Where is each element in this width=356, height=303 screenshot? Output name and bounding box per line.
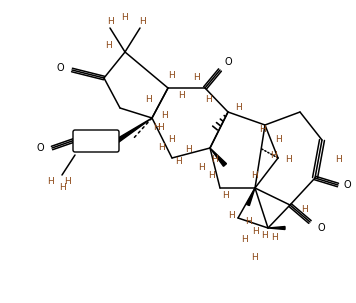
Polygon shape bbox=[210, 148, 226, 166]
Text: H: H bbox=[168, 71, 175, 79]
Text: H: H bbox=[185, 145, 192, 155]
Text: O: O bbox=[344, 180, 352, 190]
Text: H: H bbox=[178, 91, 185, 99]
Text: H: H bbox=[64, 178, 71, 187]
Text: H: H bbox=[285, 155, 292, 165]
Text: H: H bbox=[275, 135, 282, 145]
Text: H: H bbox=[122, 14, 129, 22]
Text: H: H bbox=[252, 228, 259, 237]
Text: O: O bbox=[56, 63, 64, 73]
Text: H: H bbox=[107, 18, 113, 26]
Text: H: H bbox=[105, 41, 112, 49]
Text: H: H bbox=[211, 155, 218, 165]
Text: H: H bbox=[208, 171, 215, 179]
Text: H: H bbox=[157, 124, 164, 132]
Text: H: H bbox=[252, 254, 258, 262]
Text: H: H bbox=[168, 135, 175, 145]
Polygon shape bbox=[116, 118, 152, 143]
Text: H: H bbox=[258, 125, 265, 135]
FancyBboxPatch shape bbox=[73, 130, 119, 152]
Text: H: H bbox=[175, 158, 182, 167]
Polygon shape bbox=[268, 227, 285, 229]
Text: H: H bbox=[161, 111, 168, 119]
Text: H: H bbox=[242, 235, 248, 245]
Text: H: H bbox=[335, 155, 342, 165]
Text: OAc: OAc bbox=[86, 136, 106, 146]
Text: H: H bbox=[205, 95, 211, 105]
Text: O: O bbox=[36, 143, 44, 153]
Text: H: H bbox=[222, 191, 229, 199]
Polygon shape bbox=[247, 188, 255, 205]
Text: H: H bbox=[245, 218, 251, 227]
Text: H: H bbox=[59, 184, 66, 192]
Text: O: O bbox=[224, 57, 232, 67]
Text: H: H bbox=[78, 145, 85, 155]
Text: H: H bbox=[301, 205, 308, 215]
Text: H: H bbox=[47, 178, 54, 187]
Text: H: H bbox=[153, 124, 160, 132]
Text: H: H bbox=[145, 95, 152, 105]
Text: H: H bbox=[251, 171, 258, 179]
Text: H: H bbox=[261, 231, 268, 239]
Text: H: H bbox=[271, 234, 278, 242]
Text: H: H bbox=[194, 74, 200, 82]
Text: H: H bbox=[198, 164, 205, 172]
Text: H: H bbox=[235, 104, 242, 112]
Text: H: H bbox=[228, 211, 235, 219]
Text: O: O bbox=[318, 223, 326, 233]
Text: H: H bbox=[270, 151, 277, 159]
Text: H: H bbox=[138, 18, 145, 26]
Text: H: H bbox=[158, 144, 165, 152]
